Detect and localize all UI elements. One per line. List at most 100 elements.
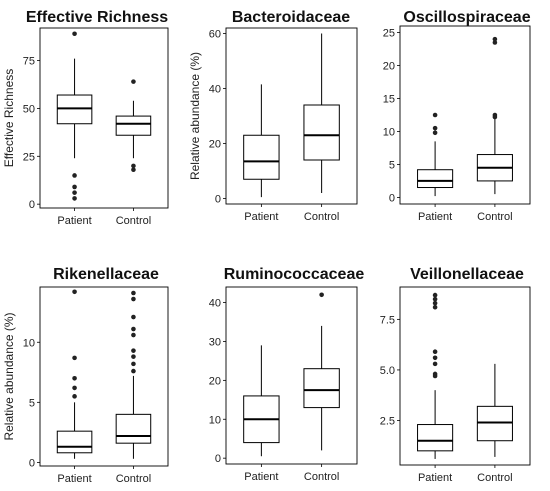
- outlier-point: [72, 196, 77, 201]
- y-tick-label: 0: [29, 457, 35, 469]
- y-tick-label: 0: [389, 192, 395, 204]
- outlier-point: [492, 40, 498, 45]
- x-tick-label-control: Control: [116, 473, 151, 485]
- y-tick-label: 25: [383, 28, 395, 40]
- x-tick-label-control: Control: [304, 211, 339, 223]
- panel-veillonellaceae: Veillonellaceae 2.5 5.0 7.5 Patient Control: [380, 266, 531, 484]
- panel-effective-richness: Effective Richness 0 25 50 75 Effective Richn…: [2, 9, 169, 227]
- outlier-point: [432, 130, 438, 136]
- outlier-point: [72, 184, 77, 190]
- y-tick-label: 5: [389, 159, 395, 171]
- iqr-box: [115, 413, 152, 444]
- outlier-point: [72, 289, 77, 295]
- chart-title: Veillonellaceae: [410, 266, 524, 283]
- chart-title: Rikenellaceae: [53, 266, 159, 283]
- y-tick-label: 10: [209, 414, 221, 426]
- outlier-point: [131, 368, 136, 374]
- box-patient: [243, 84, 280, 198]
- outlier-point: [432, 296, 438, 302]
- chart-title: Bacteroidaceae: [232, 9, 350, 26]
- y-tick-label: 0: [215, 453, 221, 465]
- chart-title: Ruminococcaceae: [224, 266, 365, 283]
- y-tick-label: 5.0: [380, 365, 395, 377]
- chart-title: Effective Richness: [26, 9, 168, 26]
- outlier-point: [319, 292, 324, 298]
- outlier-point: [432, 125, 438, 131]
- outlier-point: [131, 167, 136, 173]
- outlier-point: [131, 361, 136, 367]
- y-tick-label: 50: [23, 103, 35, 115]
- plot-frame: [225, 286, 358, 465]
- iqr-box: [417, 424, 454, 452]
- y-tick-label: 20: [209, 139, 221, 151]
- outlier-point: [131, 163, 136, 169]
- outlier-point: [72, 385, 77, 391]
- plot-frame: [39, 27, 169, 209]
- y-tick-label: 0: [29, 199, 35, 211]
- x-tick-label-patient: Patient: [244, 471, 278, 483]
- panel-rikenellaceae: Rikenellaceae 0 5 10 Relative abundance (%) P…: [2, 266, 169, 485]
- box-control: [115, 290, 152, 459]
- y-tick-label: 2.5: [380, 416, 395, 428]
- outlier-point: [131, 79, 136, 84]
- y-tick-label: 30: [209, 336, 221, 348]
- iqr-box: [476, 405, 513, 442]
- plot-frame: [39, 286, 169, 467]
- outlier-point: [72, 394, 77, 399]
- outlier-point: [432, 373, 438, 379]
- box-control: [476, 36, 513, 195]
- box-control: [303, 292, 340, 451]
- y-tick-label: 60: [209, 29, 221, 41]
- y-tick-label: 0: [215, 194, 221, 206]
- y-axis-label: Relative abundance (%): [2, 312, 16, 440]
- y-tick-label: 20: [209, 375, 221, 387]
- outlier-point: [72, 355, 77, 361]
- plot-frame: [225, 27, 358, 205]
- y-tick-label: 40: [209, 84, 221, 96]
- outlier-point: [432, 292, 438, 298]
- iqr-box: [115, 115, 152, 136]
- panel-oscillospiraceae: Oscillospiraceae 0 5 10 15 20 25 Patient Control: [383, 9, 531, 223]
- outlier-point: [131, 332, 136, 338]
- outlier-point: [432, 361, 438, 367]
- x-tick-label-patient: Patient: [57, 215, 91, 227]
- panel-ruminococcaceae: Ruminococcaceae 0 10 20 30 40 Patient Control: [209, 266, 365, 483]
- y-tick-label: 15: [383, 94, 395, 106]
- y-tick-label: 40: [209, 298, 221, 310]
- box-control: [476, 363, 513, 457]
- x-tick-label-patient: Patient: [418, 472, 452, 484]
- outlier-point: [432, 304, 438, 310]
- y-tick-label: 7.5: [380, 314, 395, 326]
- outlier-point: [131, 354, 136, 359]
- outlier-point: [131, 290, 136, 296]
- box-patient: [56, 31, 93, 201]
- iqr-box: [303, 104, 340, 161]
- outlier-point: [72, 173, 77, 178]
- y-axis-label: Relative abundance (%): [188, 52, 202, 180]
- x-tick-label-patient: Patient: [244, 211, 278, 223]
- y-tick-label: 5: [29, 397, 35, 409]
- outlier-point: [131, 326, 136, 332]
- y-tick-label: 10: [383, 126, 395, 138]
- x-tick-label-control: Control: [477, 211, 512, 223]
- box-patient: [56, 289, 93, 459]
- x-tick-label-patient: Patient: [57, 473, 91, 485]
- iqr-box: [417, 169, 454, 189]
- x-tick-label-control: Control: [116, 215, 151, 227]
- x-tick-label-patient: Patient: [418, 211, 452, 223]
- box-control: [115, 79, 152, 173]
- y-tick-label: 75: [23, 56, 35, 68]
- box-patient: [417, 292, 454, 459]
- outlier-point: [131, 348, 136, 353]
- plot-frame: [399, 286, 531, 466]
- outlier-point: [432, 355, 438, 361]
- y-axis-label: Effective Richness: [2, 69, 16, 168]
- outlier-point: [72, 376, 77, 381]
- y-tick-label: 25: [23, 151, 35, 163]
- outlier-point: [432, 349, 438, 355]
- outlier-point: [72, 31, 77, 37]
- outlier-point: [492, 36, 498, 42]
- panel-bacteroidaceae: Bacteroidaceae 0 20 40 60 Relative abundance …: [188, 9, 358, 223]
- outlier-point: [131, 314, 136, 320]
